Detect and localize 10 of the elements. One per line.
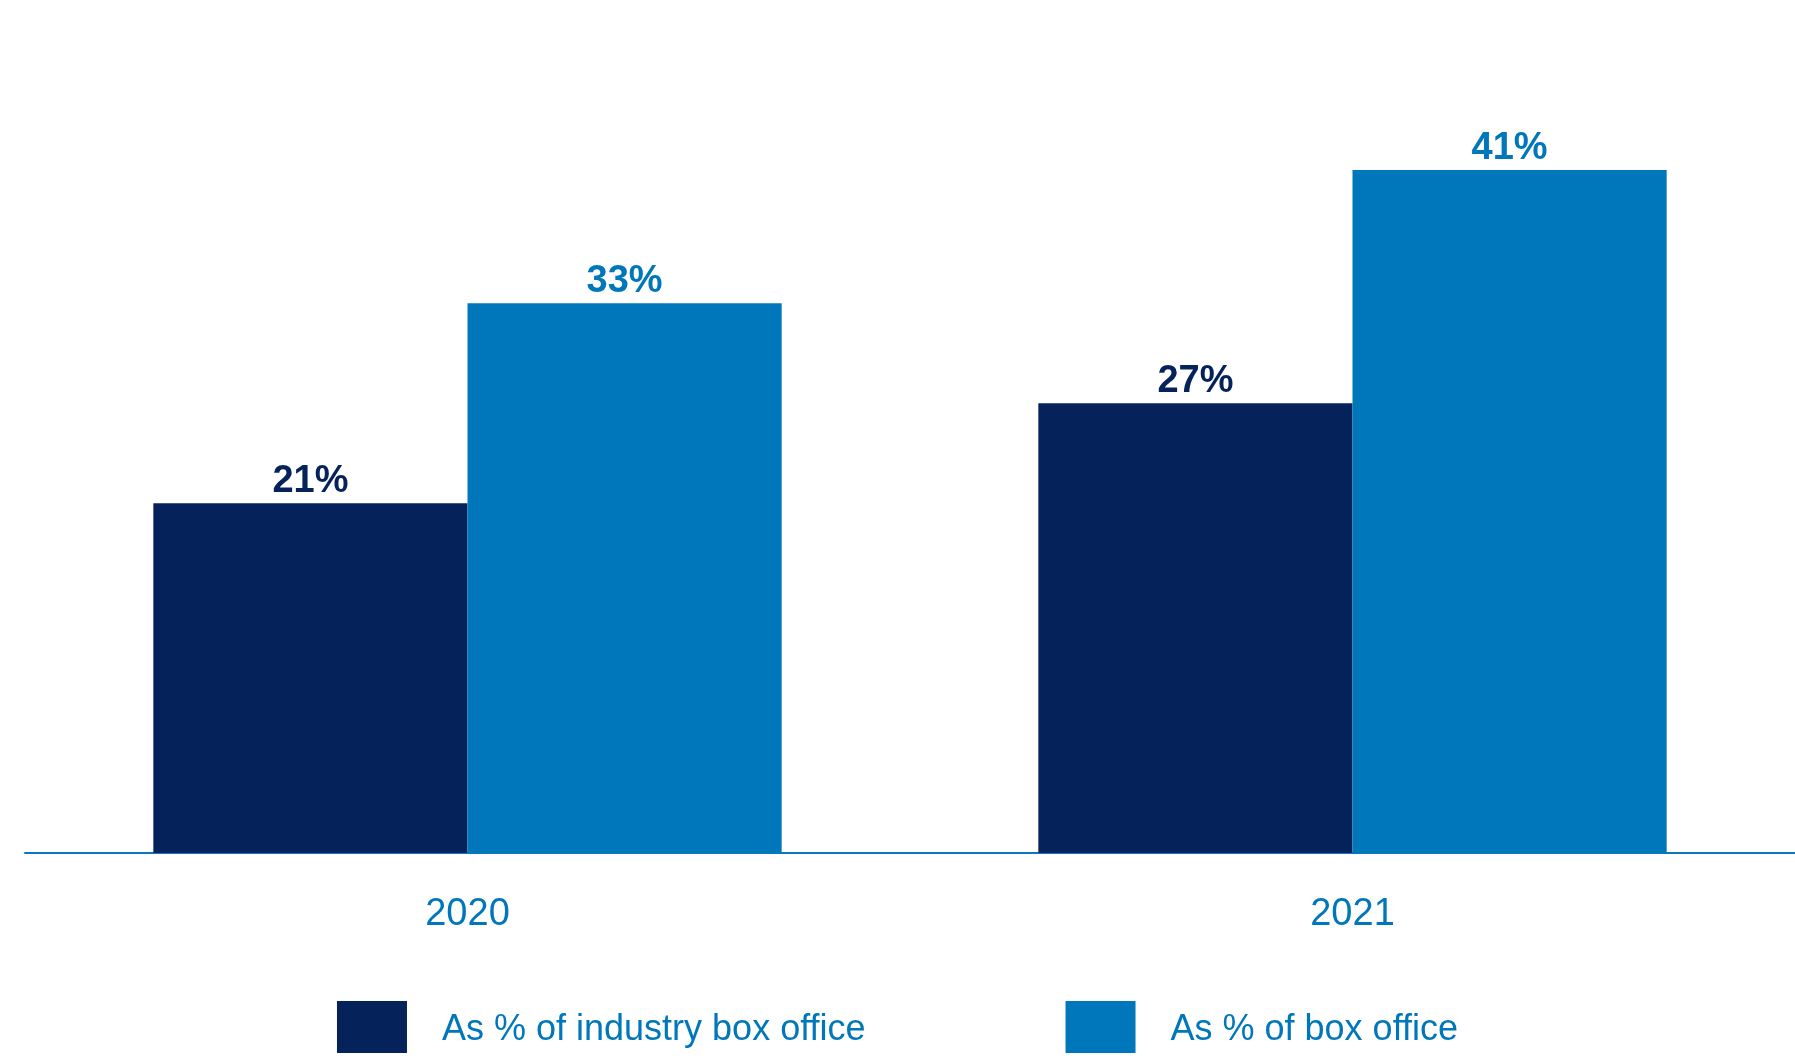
x-tick-label: 2020: [425, 891, 510, 933]
bar: [153, 503, 468, 853]
bar: [1038, 403, 1353, 853]
data-label: 41%: [1471, 124, 1548, 167]
x-tick-label: 2021: [1310, 891, 1395, 933]
legend-label: As % of industry box office: [441, 1006, 866, 1048]
legend-label: As % of box office: [1170, 1006, 1459, 1048]
data-label: 21%: [272, 458, 349, 501]
data-label: 27%: [1157, 358, 1234, 401]
data-label: 33%: [586, 258, 663, 301]
